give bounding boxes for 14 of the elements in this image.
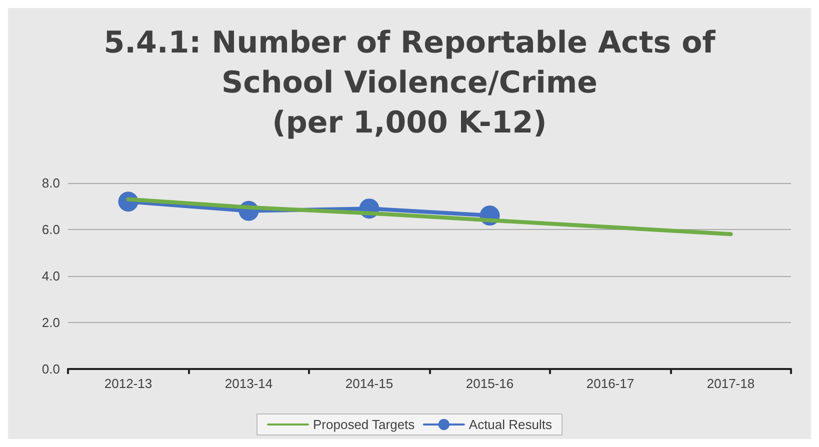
y-tick-label: 8.0: [42, 176, 60, 190]
x-tick-label: 2014-15: [345, 376, 394, 391]
legend-label: Proposed Targets: [313, 417, 416, 432]
chart-title: 5.4.1: Number of Reportable Acts of School Violence/Crime (per 1,000 K-12): [104, 26, 716, 140]
y-tick-label: 2.0: [42, 315, 60, 330]
x-tick-label: 2017-18: [706, 376, 755, 391]
legend-label: Actual Results: [468, 417, 552, 432]
y-tick-label: 0.0: [42, 362, 60, 376]
x-tick-label: 2012-13: [104, 376, 152, 391]
y-tick-label: 6.0: [42, 222, 60, 237]
y-tick-label: 4.0: [42, 268, 60, 284]
x-tick-label: 2016-17: [586, 376, 634, 391]
x-tick-label: 2015-16: [466, 376, 514, 391]
x-tick-label: 2013-14: [224, 376, 273, 391]
